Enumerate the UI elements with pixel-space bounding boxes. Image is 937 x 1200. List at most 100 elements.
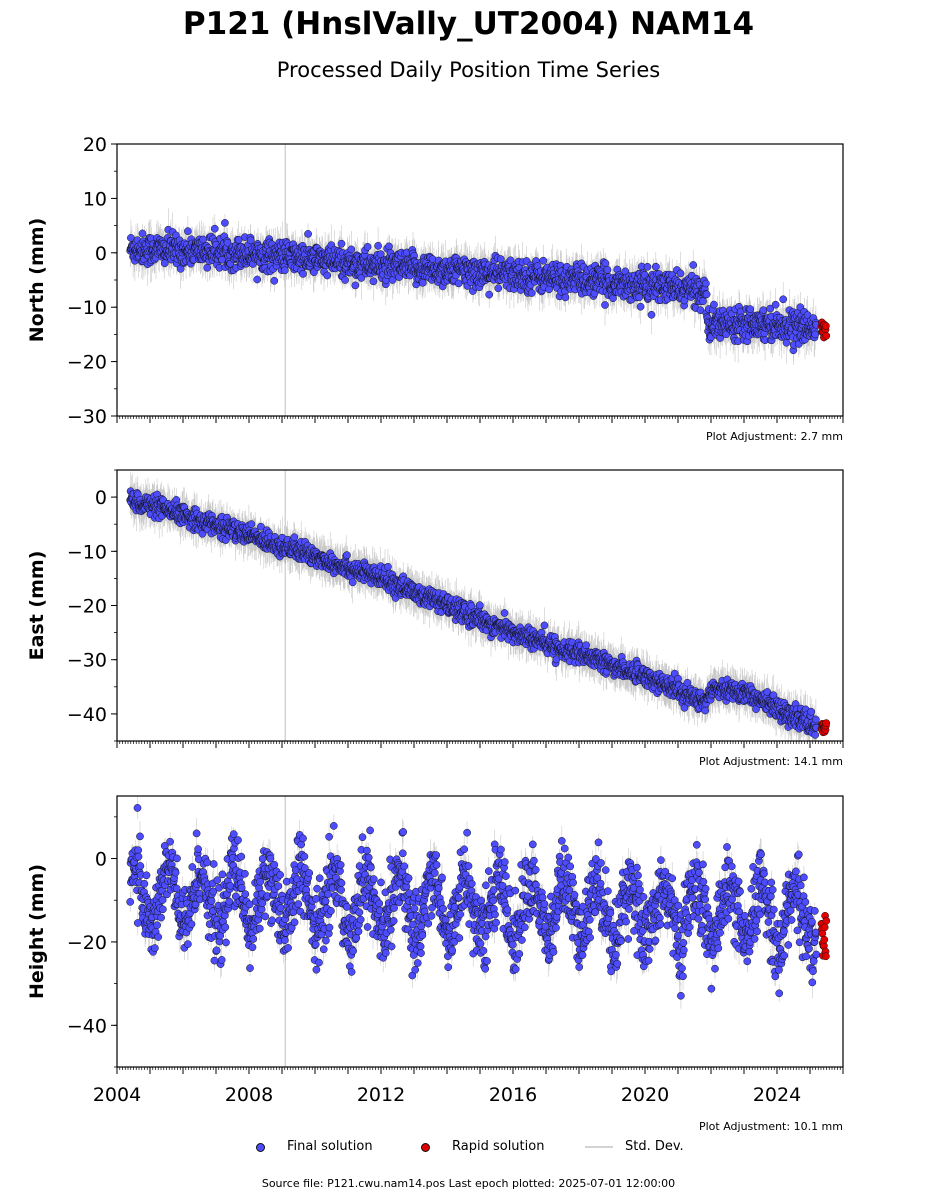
final-point	[321, 897, 330, 905]
final-point	[255, 924, 264, 933]
final-point	[270, 276, 279, 285]
final-point	[500, 609, 509, 617]
final-point	[217, 956, 226, 964]
final-point	[266, 854, 275, 863]
final-point	[248, 943, 257, 952]
final-point	[635, 293, 643, 302]
y-tick-label: −40	[67, 704, 107, 726]
final-point	[699, 297, 707, 306]
rapid-solution-series	[817, 318, 831, 342]
y-tick-label: 0	[95, 487, 107, 509]
final-point	[268, 916, 276, 925]
final-point	[388, 276, 397, 284]
final-point	[312, 894, 320, 903]
final-point	[290, 533, 299, 542]
final-point	[540, 621, 549, 630]
final-point	[184, 940, 192, 948]
final-point	[284, 944, 292, 952]
final-point	[811, 731, 820, 739]
final-point	[249, 935, 258, 943]
final-solution-series	[126, 804, 821, 1000]
final-point	[276, 871, 284, 879]
final-point	[184, 227, 192, 236]
final-point	[539, 256, 548, 265]
final-point	[603, 265, 612, 274]
final-point	[643, 262, 652, 271]
panel-1: 20 10 0 −10 −20 −30 North (mm) Plot Adjustment:…	[26, 134, 844, 443]
final-point	[348, 578, 357, 587]
final-point	[689, 261, 698, 269]
final-point	[270, 860, 279, 869]
final-point	[746, 305, 755, 313]
final-point	[337, 879, 346, 887]
rapid-solution-series	[817, 719, 831, 737]
final-point	[276, 904, 285, 912]
final-point	[153, 921, 161, 930]
final-point	[527, 289, 536, 297]
final-point	[313, 884, 321, 893]
final-point	[324, 890, 332, 898]
final-point	[157, 913, 165, 922]
final-point	[454, 279, 463, 288]
final-point	[651, 262, 660, 271]
final-point	[207, 897, 216, 905]
final-point	[294, 900, 303, 908]
final-point	[475, 601, 484, 610]
final-point	[134, 852, 143, 861]
final-point	[160, 259, 169, 268]
final-point	[315, 958, 323, 967]
final-point	[782, 338, 791, 347]
final-point	[212, 946, 221, 955]
final-point	[222, 938, 230, 947]
final-point	[187, 920, 196, 929]
final-point	[337, 239, 346, 248]
final-point	[138, 229, 147, 238]
final-point	[203, 858, 212, 867]
final-point	[702, 279, 710, 288]
final-point	[172, 884, 181, 893]
y-tick-label: 20	[83, 134, 107, 156]
final-point	[337, 886, 345, 894]
final-point	[133, 804, 142, 812]
y-tick-label: −10	[67, 541, 107, 563]
final-point	[676, 269, 685, 278]
rapid-point	[822, 322, 830, 330]
final-point	[247, 520, 256, 528]
final-point	[246, 964, 254, 972]
final-point	[702, 290, 711, 299]
final-point	[319, 945, 328, 954]
final-point	[601, 301, 609, 309]
final-point	[369, 277, 378, 286]
final-point	[126, 898, 135, 906]
final-point	[582, 641, 590, 650]
final-point	[280, 266, 289, 275]
final-point	[166, 837, 174, 846]
final-point	[329, 822, 338, 830]
final-point	[142, 871, 151, 880]
final-point	[323, 271, 332, 280]
final-point	[210, 224, 219, 233]
final-point	[192, 829, 201, 838]
final-point	[545, 285, 553, 294]
plot-area	[126, 144, 831, 416]
final-point	[647, 310, 656, 319]
final-point	[194, 845, 202, 853]
final-point	[496, 255, 505, 263]
y-tick-label: 10	[83, 188, 107, 210]
final-point	[305, 869, 314, 877]
y-tick-label: 0	[95, 243, 107, 265]
plot-area	[126, 796, 831, 1067]
rapid-point	[822, 331, 831, 340]
final-solution-series	[126, 219, 821, 355]
rapid-point	[822, 719, 831, 727]
final-point	[311, 940, 320, 949]
final-point	[636, 302, 645, 311]
final-point	[341, 276, 349, 284]
final-point	[246, 236, 255, 245]
plot-area	[126, 470, 831, 741]
final-point	[173, 854, 181, 863]
final-point	[506, 256, 515, 265]
final-point	[812, 715, 820, 724]
plot-adjustment-label: Plot Adjustment: 14.1 mm	[699, 755, 843, 768]
